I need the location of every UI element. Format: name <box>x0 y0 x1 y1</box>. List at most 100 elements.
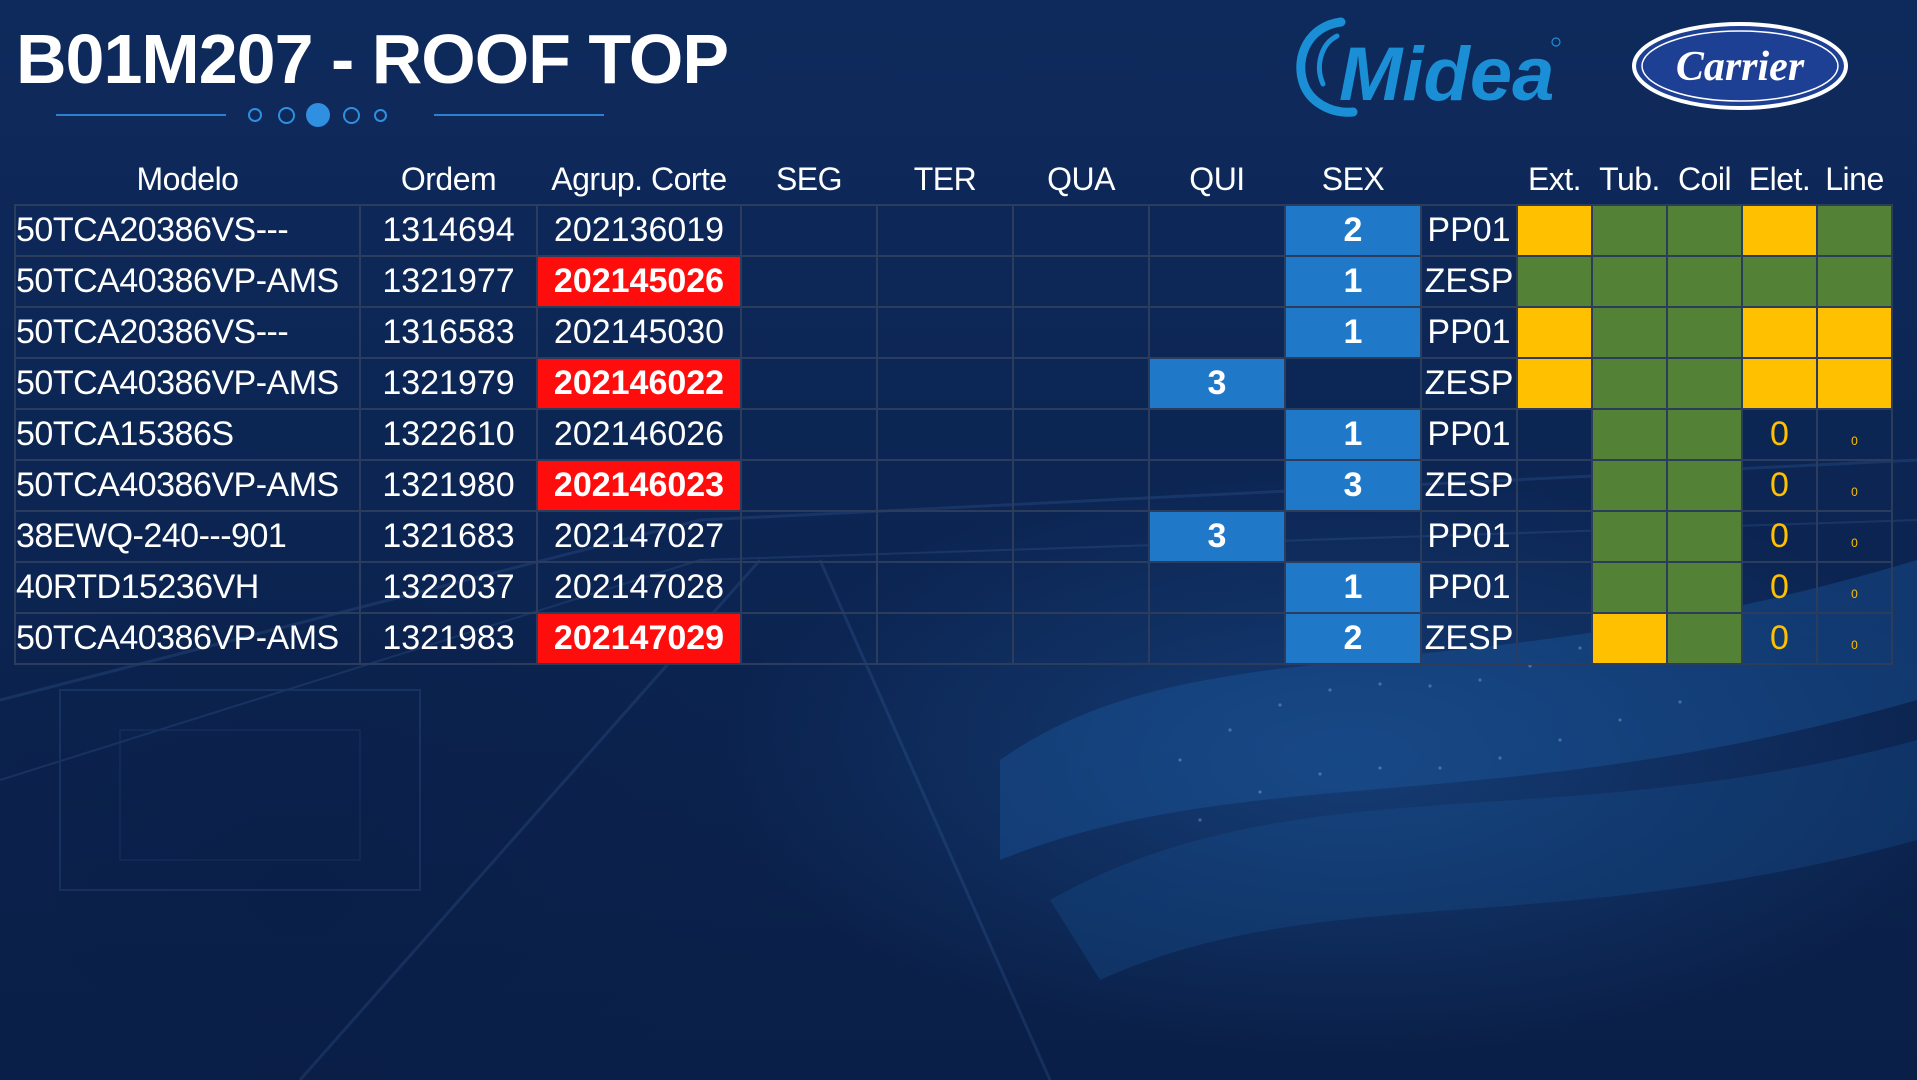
status-cell-tub <box>1591 357 1668 410</box>
cell-sex: 1 <box>1284 561 1422 614</box>
cell-seg <box>740 561 878 614</box>
status-cell-elet <box>1741 204 1818 257</box>
status-value: 0 <box>1851 587 1858 601</box>
status-cell-ext <box>1516 357 1593 410</box>
cell-sex: 1 <box>1284 255 1422 308</box>
cell-seg <box>740 255 878 308</box>
midea-logo: Midea <box>1296 17 1561 117</box>
cell-agrup-corte: 202136019 <box>536 204 742 257</box>
column-header-coil: Coil <box>1677 161 1732 197</box>
cell-ordem: 1322037 <box>359 561 538 614</box>
table-row: 50TCA20386VS--- 1314694 202136019 2 PP01 <box>14 204 1893 257</box>
cell-sex: 1 <box>1284 408 1422 461</box>
cell-ter <box>876 561 1014 614</box>
cell-seg <box>740 306 878 359</box>
table-row: 40RTD15236VH 1322037 202147028 1 PP01 0 0 <box>14 561 1893 614</box>
status-cell-line: 0 <box>1816 408 1893 461</box>
cell-ordem: 1321977 <box>359 255 538 308</box>
status-cell-ext <box>1516 204 1593 257</box>
pager-line-left <box>56 114 226 116</box>
cell-agrup-corte: 202145030 <box>536 306 742 359</box>
status-cell-line: 0 <box>1816 510 1893 563</box>
status-cell-elet: 0 <box>1741 459 1818 512</box>
cell-modelo: 50TCA15386S <box>14 408 361 461</box>
cell-modelo: 50TCA40386VP-AMS <box>14 357 361 410</box>
status-value: 0 <box>1770 568 1789 606</box>
status-cell-ext <box>1516 612 1593 665</box>
status-cell-ext <box>1516 255 1593 308</box>
production-board-table: Modelo Ordem Agrup. Corte SEG TER QUA QUI SEX Ex… <box>14 155 1893 665</box>
pager-dot-1[interactable] <box>248 108 262 122</box>
cell-qui <box>1148 561 1286 614</box>
cell-sex <box>1284 510 1422 563</box>
column-header-agrup-corte: Agrup. Corte <box>551 161 727 197</box>
cell-sex: 2 <box>1284 204 1422 257</box>
cell-modelo: 50TCA20386VS--- <box>14 306 361 359</box>
cell-linha: PP01 <box>1420 561 1518 614</box>
cell-ter <box>876 255 1014 308</box>
cell-agrup-corte: 202147029 <box>536 612 742 665</box>
status-cell-coil <box>1666 459 1743 512</box>
table-header-row: Modelo Ordem Agrup. Corte SEG TER QUA QUI SEX Ex… <box>15 155 1892 205</box>
status-value: 0 <box>1851 638 1858 652</box>
cell-seg <box>740 204 878 257</box>
carrier-logo: Carrier <box>1632 22 1848 110</box>
cell-modelo: 38EWQ-240---901 <box>14 510 361 563</box>
cell-seg <box>740 408 878 461</box>
table-row: 50TCA40386VP-AMS 1321977 202145026 1 ZESP <box>14 255 1893 308</box>
status-cell-elet: 0 <box>1741 510 1818 563</box>
cell-ordem: 1314694 <box>359 204 538 257</box>
cell-qua <box>1012 306 1150 359</box>
cell-linha: PP01 <box>1420 306 1518 359</box>
column-header-sex: SEX <box>1321 161 1385 197</box>
status-cell-tub <box>1591 459 1668 512</box>
cell-linha: ZESP <box>1420 459 1518 512</box>
cell-agrup-corte: 202145026 <box>536 255 742 308</box>
table-row: 50TCA40386VP-AMS 1321983 202147029 2 ZESP 0 0 <box>14 612 1893 665</box>
status-cell-coil <box>1666 306 1743 359</box>
column-header-elet: Elet. <box>1748 161 1811 197</box>
pager-dot-2[interactable] <box>278 107 295 124</box>
status-value: 0 <box>1851 485 1858 499</box>
cell-qua <box>1012 459 1150 512</box>
cell-sex: 3 <box>1284 459 1422 512</box>
cell-agrup-corte: 202147027 <box>536 510 742 563</box>
status-cell-ext <box>1516 561 1593 614</box>
table-row: 50TCA40386VP-AMS 1321979 202146022 3 ZESP <box>14 357 1893 410</box>
table-row: 38EWQ-240---901 1321683 202147027 3 PP01 0 0 <box>14 510 1893 563</box>
cell-linha: ZESP <box>1420 612 1518 665</box>
pager-dot-5[interactable] <box>374 109 387 122</box>
cell-modelo: 50TCA40386VP-AMS <box>14 612 361 665</box>
table-row: 50TCA20386VS--- 1316583 202145030 1 PP01 <box>14 306 1893 359</box>
cell-ordem: 1316583 <box>359 306 538 359</box>
column-header-ter: TER <box>913 161 977 197</box>
cell-ter <box>876 408 1014 461</box>
cell-agrup-corte: 202147028 <box>536 561 742 614</box>
cell-modelo: 50TCA20386VS--- <box>14 204 361 257</box>
cell-qua <box>1012 408 1150 461</box>
cell-sex <box>1284 357 1422 410</box>
status-cell-tub <box>1591 408 1668 461</box>
status-cell-elet <box>1741 357 1818 410</box>
cell-qua <box>1012 255 1150 308</box>
cell-ter <box>876 306 1014 359</box>
status-cell-coil <box>1666 510 1743 563</box>
status-cell-line <box>1816 306 1893 359</box>
pager-dot-active[interactable] <box>306 103 330 127</box>
status-cell-coil <box>1666 204 1743 257</box>
column-header-ext: Ext. <box>1527 161 1582 197</box>
column-header-seg: SEG <box>775 161 843 197</box>
cell-agrup-corte: 202146026 <box>536 408 742 461</box>
cell-qui <box>1148 255 1286 308</box>
status-cell-elet: 0 <box>1741 408 1818 461</box>
cell-qui <box>1148 459 1286 512</box>
cell-qui <box>1148 612 1286 665</box>
cell-modelo: 50TCA40386VP-AMS <box>14 459 361 512</box>
cell-ordem: 1321983 <box>359 612 538 665</box>
status-cell-line <box>1816 357 1893 410</box>
cell-qui <box>1148 306 1286 359</box>
status-cell-line: 0 <box>1816 459 1893 512</box>
status-value: 0 <box>1770 619 1789 657</box>
cell-ordem: 1321683 <box>359 510 538 563</box>
pager-dot-4[interactable] <box>343 107 360 124</box>
